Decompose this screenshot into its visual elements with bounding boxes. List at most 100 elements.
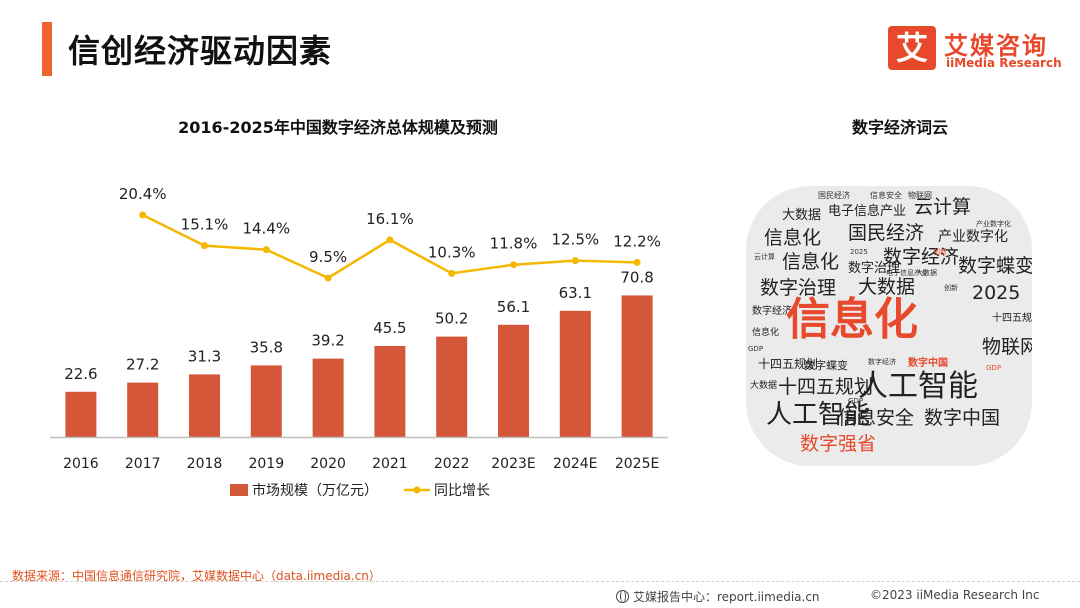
logo-mark-icon: 艾	[888, 26, 936, 70]
cloud-word: 大数据	[916, 269, 937, 277]
growth-label-2023E: 11.8%	[490, 235, 538, 253]
bar-2024E	[559, 310, 591, 437]
bar-value-label-2020: 39.2	[311, 332, 344, 350]
bar-2022	[436, 336, 468, 437]
footer-report-text: 艾媒报告中心：report.iimedia.cn	[633, 590, 820, 604]
legend-line-label: 同比增长	[434, 483, 490, 499]
cloud-word: 数字经济	[752, 306, 792, 317]
logo-name-en: iiMedia Research	[946, 56, 1062, 70]
bar-2018	[189, 374, 220, 437]
iimedia-logo: 艾 艾媒咨询 iiMedia Research	[888, 26, 1063, 74]
digital-economy-chart: 22.6 2016 27.2 2017 31.3 2018 35.8 2019 39.2 2020…	[50, 185, 668, 499]
cloud-word: 大数据	[858, 276, 916, 298]
bar-2023E	[498, 324, 529, 437]
legend-line-marker	[413, 486, 421, 494]
growth-label-2019: 14.4%	[242, 220, 290, 238]
legend-bar-label: 市场规模（万亿元）	[252, 482, 378, 499]
cloud-word: 数字经济	[868, 358, 896, 366]
cloud-word: 物联网	[982, 336, 1032, 358]
cloud-word: 十四五规划	[778, 376, 874, 398]
cloud-word: 数字中国	[908, 358, 948, 369]
growth-point-2018	[201, 242, 208, 250]
cloud-word: 国民经济	[818, 191, 850, 200]
cloud-word: 数字治理	[848, 261, 901, 276]
bar-value-label-2022: 50.2	[435, 310, 468, 328]
cloud-word: 数字强省	[800, 433, 877, 455]
growth-point-2024E	[571, 257, 579, 265]
cloud-word: 国民经济	[848, 222, 925, 244]
growth-label-2025E: 12.2%	[613, 232, 661, 250]
cloud-word: 2025	[850, 248, 868, 256]
growth-point-2021	[386, 236, 394, 244]
bar-2017	[127, 382, 159, 437]
cloud-word: 信息化	[764, 227, 822, 249]
cloud-word: 信息化	[786, 294, 918, 345]
footer-report-center[interactable]: 艾媒报告中心：report.iimedia.cn	[616, 588, 820, 605]
bar-2020	[312, 358, 344, 437]
cloud-word: 大数据	[750, 381, 778, 391]
cloud-word: 数字中国	[924, 407, 1001, 429]
growth-label-2018: 15.1%	[181, 216, 229, 234]
cloud-word: 电子信息产业	[886, 269, 928, 277]
cloud-word: 创新	[933, 248, 947, 256]
bar-value-label-2019: 35.8	[250, 338, 283, 356]
cloud-word: 电子信息产业	[828, 204, 907, 219]
bar-value-label-2016: 22.6	[64, 365, 97, 383]
data-source-note: 数据来源：中国信息通信研究院，艾媒数据中心（data.iimedia.cn）	[12, 569, 381, 583]
cloud-word: 信息安全	[870, 191, 902, 200]
cloud-word: 数字治理	[760, 277, 837, 299]
word-cloud-title: 数字经济词云	[851, 118, 948, 137]
x-tick-label-2017: 2017	[125, 456, 161, 472]
cloud-word: 数字蝶变	[804, 359, 848, 372]
footer-divider	[0, 581, 1080, 582]
growth-label-2017: 20.4%	[119, 185, 167, 203]
x-tick-label-2022: 2022	[434, 456, 470, 472]
cloud-word: 人工智能	[766, 400, 871, 430]
cloud-word: 信息化	[752, 328, 780, 338]
growth-point-2025E	[633, 258, 641, 266]
growth-point-2019	[262, 246, 270, 254]
chart-title: 2016-2025年中国数字经济总体规模及预测	[178, 118, 498, 137]
growth-point-2022	[448, 269, 456, 277]
x-tick-label-2020: 2020	[310, 456, 346, 472]
cloud-word: 十四五规划	[992, 313, 1032, 324]
cloud-word: 十四五规划	[758, 357, 819, 371]
bar-2021	[374, 346, 406, 437]
legend-bar-swatch	[230, 484, 248, 496]
bar-2016	[65, 391, 97, 437]
bar-value-label-2025E: 70.8	[620, 268, 653, 286]
cloud-word: GDP	[986, 364, 1002, 372]
page-title: 信创经济驱动因素	[68, 32, 333, 70]
growth-label-2020: 9.5%	[309, 248, 347, 266]
cloud-word: 2025	[972, 282, 1021, 304]
bar-2025E	[621, 295, 653, 437]
cloud-word: 云计算	[914, 196, 972, 218]
cloud-word: 信息安全	[838, 407, 915, 429]
x-tick-label-2021: 2021	[372, 456, 408, 472]
bar-value-label-2018: 31.3	[188, 347, 221, 365]
growth-point-2017	[139, 211, 147, 219]
cloud-word: 产业数字化	[938, 229, 1008, 245]
x-tick-label-2018: 2018	[187, 456, 223, 472]
bar-value-label-2021: 45.5	[373, 319, 406, 337]
cloud-word: 数字经济	[883, 246, 960, 268]
cloud-word: GDP	[748, 345, 764, 353]
cloud-word: GDP	[848, 397, 864, 405]
footer-copyright: ©2023 iiMedia Research Inc	[870, 588, 1040, 602]
cloud-word: 大数据	[782, 208, 822, 223]
growth-label-2024E: 12.5%	[551, 231, 599, 249]
cloud-word: 产业数字化	[976, 220, 1011, 228]
growth-point-2020	[324, 274, 332, 282]
growth-label-2022: 10.3%	[428, 243, 476, 261]
bar-value-label-2023E: 56.1	[497, 298, 530, 316]
globe-icon	[616, 590, 629, 603]
x-tick-label-2024E: 2024E	[553, 456, 597, 472]
bar-value-label-2017: 27.2	[126, 356, 159, 374]
title-accent-bar	[42, 22, 52, 76]
x-tick-label-2023E: 2023E	[491, 456, 535, 472]
x-tick-label-2016: 2016	[63, 456, 99, 472]
cloud-word: 物联网	[908, 191, 932, 200]
growth-label-2021: 16.1%	[366, 210, 414, 228]
x-tick-label-2025E: 2025E	[615, 456, 659, 472]
growth-point-2023E	[510, 261, 517, 269]
